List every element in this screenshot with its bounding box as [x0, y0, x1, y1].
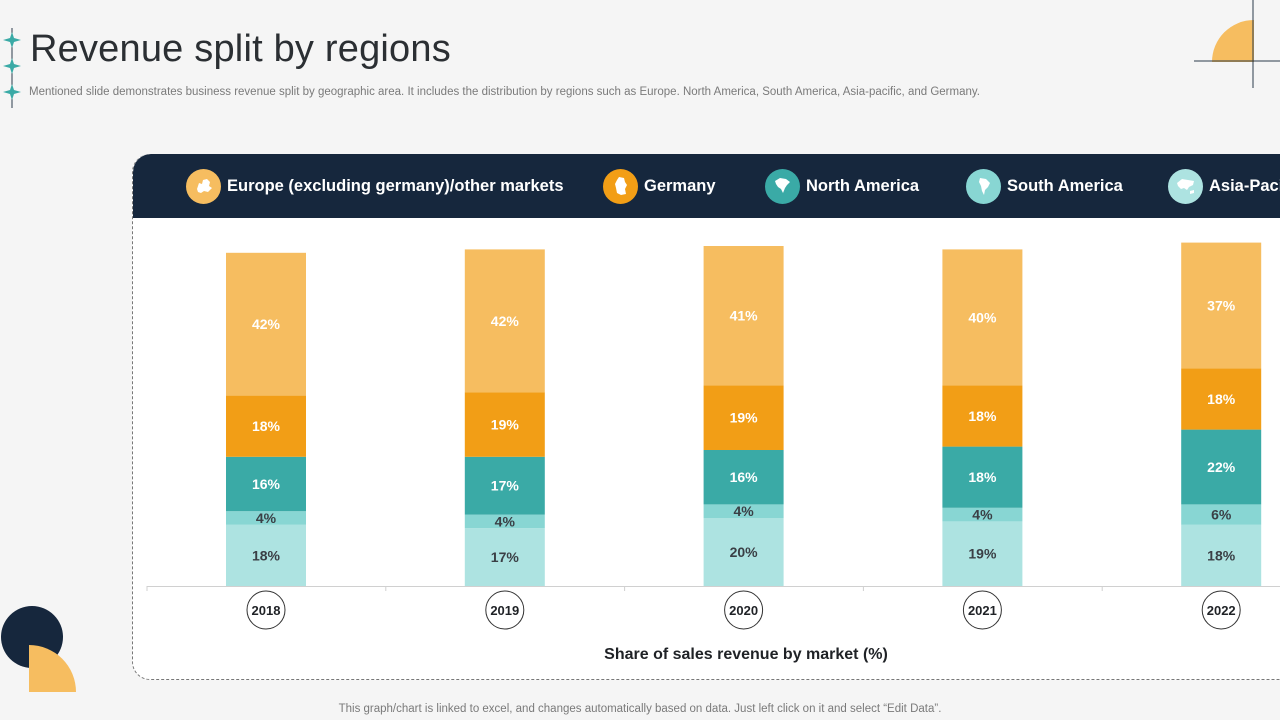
bar-segment	[1181, 242, 1262, 369]
bar-segment	[703, 504, 784, 518]
bar-segment	[942, 507, 1023, 522]
legend-item-asia-pacific: Asia-Pacific	[1168, 168, 1280, 204]
germany-map-icon	[603, 168, 638, 204]
bar-segment	[1181, 429, 1262, 505]
bar-segment	[942, 249, 1023, 386]
bar-segment	[226, 456, 306, 512]
legend-label: South America	[1007, 176, 1123, 195]
data-label: 4%	[972, 507, 993, 523]
data-label: 19%	[730, 410, 759, 426]
bar-segment	[1181, 368, 1262, 430]
data-label: 18%	[1207, 391, 1236, 407]
data-label: 18%	[968, 408, 997, 424]
corner-decoration	[1194, 0, 1280, 88]
bar-segment	[464, 392, 545, 457]
x-axis-title: Share of sales revenue by market (%)	[604, 646, 888, 663]
bar-segment	[226, 252, 306, 396]
bar-segment	[464, 249, 545, 393]
north-america-map-icon	[765, 168, 800, 204]
data-label: 6%	[1211, 507, 1232, 523]
category-circle	[246, 590, 286, 630]
category-label: 2021	[968, 603, 997, 618]
data-label: 40%	[968, 309, 997, 325]
bar-segment	[942, 385, 1023, 447]
legend-item-south-america: South America	[966, 168, 1123, 204]
bar-segment	[942, 446, 1023, 508]
footer-note: This graph/chart is linked to excel, and…	[338, 703, 942, 715]
category-circle	[962, 590, 1002, 630]
category-label: 2020	[729, 603, 758, 618]
page-title: Revenue split by regions	[30, 28, 451, 70]
page-subtitle: Mentioned slide demonstrates business re…	[29, 86, 980, 98]
data-label: 37%	[1207, 298, 1236, 314]
data-label: 22%	[1207, 459, 1236, 475]
category-circle	[1201, 590, 1241, 630]
bar-segment	[703, 246, 784, 386]
bar-segment	[464, 528, 545, 586]
legend-item-north-america: North America	[765, 168, 919, 204]
data-label: 18%	[1207, 547, 1236, 563]
legend-label: Europe (excluding germany)/other markets	[227, 176, 564, 195]
data-label: 19%	[491, 417, 520, 433]
bar-segment	[464, 456, 545, 515]
data-label: 4%	[733, 503, 754, 519]
bar-segment	[703, 385, 784, 450]
bar-segment	[1181, 504, 1262, 525]
chart-legend: Europe (excluding germany)/other markets…	[133, 154, 1280, 218]
category-label: 2019	[490, 603, 519, 618]
legend-label: North America	[806, 176, 920, 195]
data-label: 17%	[491, 549, 520, 565]
data-label: 4%	[256, 510, 277, 526]
category-label: 2018	[252, 603, 281, 618]
legend-label: Asia-Pacific	[1209, 176, 1280, 195]
category-label: 2022	[1207, 603, 1236, 618]
data-label: 42%	[491, 313, 520, 329]
bar-segment	[1181, 524, 1262, 586]
bar-segment	[942, 521, 1023, 586]
legend-item-europe: Europe (excluding germany)/other markets	[186, 168, 564, 204]
bar-segment	[226, 511, 306, 525]
legend-label: Germany	[644, 176, 716, 195]
data-label: 18%	[252, 547, 281, 563]
data-label: 18%	[252, 418, 281, 434]
chart-panel: Europe (excluding germany)/other markets…	[132, 154, 1280, 680]
category-circle	[485, 590, 525, 630]
europe-map-icon	[186, 168, 221, 204]
data-label: 18%	[968, 469, 997, 485]
bar-segment	[226, 524, 306, 586]
data-label: 20%	[730, 544, 759, 560]
bar-segment	[703, 450, 784, 505]
bar-segment	[226, 395, 306, 457]
sparkle-decoration	[3, 28, 21, 108]
data-label: 17%	[491, 478, 520, 494]
bar-segment	[703, 518, 784, 586]
asia-pacific-map-icon	[1168, 168, 1203, 204]
south-america-map-icon	[966, 168, 1001, 204]
data-label: 16%	[730, 469, 759, 485]
data-label: 41%	[730, 308, 759, 324]
data-label: 4%	[495, 513, 516, 529]
bar-segment	[464, 514, 545, 529]
data-label: 19%	[968, 546, 997, 562]
data-label: 16%	[252, 476, 281, 492]
legend-item-germany: Germany	[603, 168, 716, 204]
stacked-bar-chart: 18% 4% 16% 18% 42% 2018 17% 4% 17% 19% 42% 2019 20% 4…	[146, 242, 1280, 630]
bottom-left-decoration	[1, 606, 76, 692]
category-circle	[724, 590, 764, 630]
data-label: 42%	[252, 316, 281, 332]
